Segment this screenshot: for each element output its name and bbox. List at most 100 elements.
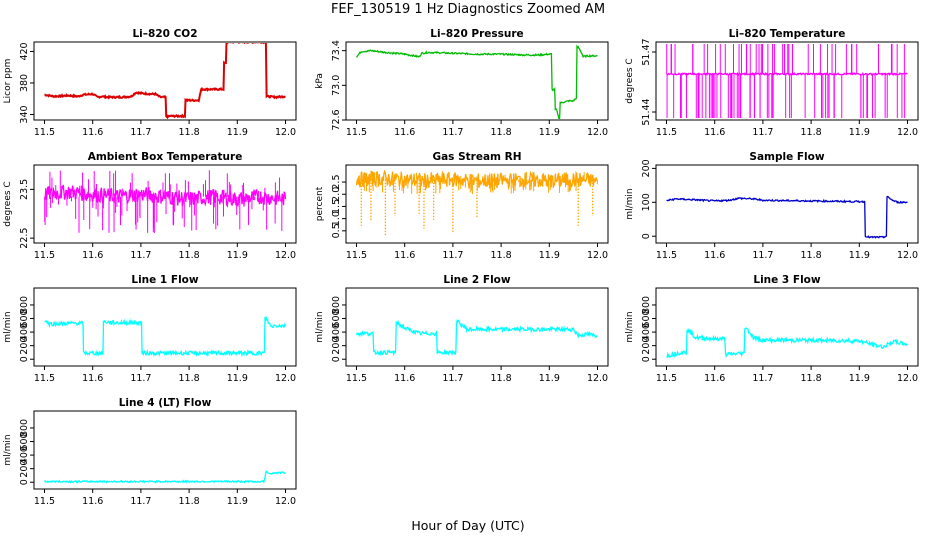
series-line <box>44 43 286 119</box>
y-tick-label: 73.4 <box>331 40 342 61</box>
x-tick-label: 11.9 <box>539 250 560 261</box>
x-tick-label: 11.5 <box>346 250 367 261</box>
y-tick-label: 1.5 <box>331 199 342 214</box>
y-tick-label: 51.44 <box>641 98 652 125</box>
x-tick-label: 11.7 <box>752 373 773 384</box>
panel-title: Line 3 Flow <box>753 274 820 286</box>
series-group <box>44 43 286 119</box>
x-tick-label: 11.6 <box>394 127 415 138</box>
x-tick-label: 11.5 <box>34 373 55 384</box>
plot-frame <box>33 41 297 121</box>
plot-frame <box>33 410 297 490</box>
y-tick-label: 100 <box>641 193 652 211</box>
x-tick-label: 11.5 <box>656 373 677 384</box>
series-group <box>355 44 598 119</box>
x-tick-label: 12.0 <box>275 496 296 507</box>
x-tick-label: 11.8 <box>491 373 512 384</box>
series-group <box>355 318 598 357</box>
series-line <box>666 195 908 239</box>
series-group <box>44 315 287 358</box>
y-axis-label: ml/min <box>315 311 325 342</box>
panel-title: Gas Stream RH <box>432 151 521 163</box>
x-tick-label: 11.6 <box>394 373 415 384</box>
y-axis-label: degrees C <box>625 58 635 103</box>
x-tick-label: 11.5 <box>34 250 55 261</box>
x-tick-label: 12.0 <box>275 250 296 261</box>
y-tick-label: 51.47 <box>641 38 652 65</box>
y-axis-label: ml/min <box>625 188 635 219</box>
chart-panel: Li–820 CO2 11.5 11.6 11.7 11.8 11.9 12.0 340 380… <box>3 28 297 138</box>
series-group <box>666 327 908 359</box>
chart-panel: Line 1 Flow 11.5 11.6 11.7 11.8 11.9 12.0 02004… <box>3 274 297 384</box>
x-tick-label: 11.8 <box>179 373 200 384</box>
y-tick-label: 600 <box>19 309 30 327</box>
series-line <box>43 470 286 484</box>
y-tick-label: 380 <box>19 74 30 92</box>
x-tick-label: 11.6 <box>704 127 725 138</box>
x-tick-label: 11.9 <box>227 373 248 384</box>
x-tick-label: 11.6 <box>82 496 103 507</box>
y-axis-label: ml/min <box>625 311 635 342</box>
series-group <box>666 195 908 239</box>
x-tick-label: 11.9 <box>227 496 248 507</box>
x-tick-label: 11.9 <box>227 250 248 261</box>
x-tick-label: 11.9 <box>849 373 870 384</box>
x-axis-title: Hour of Day (UTC) <box>411 518 524 533</box>
x-tick-label: 12.0 <box>587 373 608 384</box>
x-tick-label: 11.9 <box>539 127 560 138</box>
x-tick-label: 11.7 <box>752 127 773 138</box>
x-tick-label: 11.8 <box>491 250 512 261</box>
series-line <box>355 44 598 119</box>
x-tick-label: 11.6 <box>82 373 103 384</box>
series-line <box>44 315 287 358</box>
series-group <box>355 169 598 237</box>
y-tick-label: 72.6 <box>331 109 342 130</box>
x-tick-label: 11.8 <box>179 250 200 261</box>
x-tick-label: 12.0 <box>275 127 296 138</box>
y-axis-label: Licor ppm <box>3 59 13 104</box>
plot-frame <box>33 287 297 367</box>
x-tick-label: 11.7 <box>752 250 773 261</box>
y-tick-label: 800 <box>19 419 30 437</box>
y-axis-label: ml/min <box>3 434 13 465</box>
series-line <box>666 71 908 77</box>
series-line <box>666 327 908 359</box>
chart-panel: Line 3 Flow 11.5 11.6 11.7 11.8 11.9 12.0 02004… <box>625 274 919 384</box>
y-axis-label: kPa <box>315 73 325 89</box>
y-tick-label: 200 <box>19 337 30 355</box>
x-tick-label: 11.7 <box>130 496 151 507</box>
y-tick-label: 600 <box>331 309 342 327</box>
x-tick-label: 11.5 <box>34 127 55 138</box>
chart-panel: Ambient Box Temperature 11.5 11.6 11.7 11.8 1… <box>3 151 297 261</box>
series-line <box>355 169 598 191</box>
panel-title: Line 1 Flow <box>131 274 198 286</box>
y-tick-label: 73.0 <box>331 75 342 96</box>
y-tick-label: 600 <box>641 309 652 327</box>
y-tick-label: 0 <box>19 356 30 362</box>
y-tick-label: 23.5 <box>19 179 30 200</box>
x-tick-label: 11.8 <box>801 250 822 261</box>
x-tick-label: 12.0 <box>587 250 608 261</box>
panel-title: Li–820 CO2 <box>132 28 197 40</box>
y-tick-label: 0 <box>641 356 652 362</box>
series-group <box>43 170 287 233</box>
x-tick-label: 11.7 <box>442 250 463 261</box>
chart-panel: Li–820 Pressure 11.5 11.6 11.7 11.8 11.9 12.0 7… <box>315 28 609 138</box>
chart-panel: Sample Flow 11.5 11.6 11.7 11.8 11.9 12.0 0 100 2… <box>625 151 919 261</box>
y-tick-label: 0.5 <box>331 223 342 238</box>
x-tick-label: 11.7 <box>442 127 463 138</box>
y-tick-label: 600 <box>19 432 30 450</box>
figure-title: FEF_130519 1 Hz Diagnostics Zoomed AM <box>331 2 605 17</box>
panel-title: Li–820 Pressure <box>430 28 523 40</box>
y-tick-label: 340 <box>19 105 30 123</box>
y-axis-label: degrees C <box>3 181 13 226</box>
x-tick-label: 11.5 <box>34 496 55 507</box>
panel-title: Li–820 Temperature <box>729 28 846 40</box>
x-tick-label: 12.0 <box>897 373 918 384</box>
x-tick-label: 11.9 <box>849 127 870 138</box>
x-tick-label: 11.6 <box>704 373 725 384</box>
y-tick-label: 0 <box>331 356 342 362</box>
y-tick-label: 200 <box>19 460 30 478</box>
x-tick-label: 11.8 <box>179 127 200 138</box>
y-tick-label: 200 <box>331 337 342 355</box>
